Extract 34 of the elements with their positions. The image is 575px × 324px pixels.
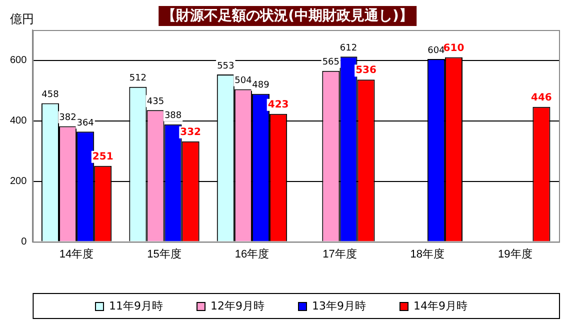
data-label: 388 (164, 111, 182, 122)
y-tick-label: 0 (21, 236, 28, 248)
data-label: 612 (340, 43, 358, 54)
legend-label: 13年9月時 (312, 299, 366, 312)
x-tick-label: 16年度 (234, 247, 270, 260)
x-tick-label: 14年度 (59, 247, 94, 260)
x-tick-label: 19年度 (498, 247, 532, 260)
data-label: 364 (76, 118, 94, 129)
data-label: 251 (92, 151, 114, 162)
y-tick-label: 200 (10, 176, 28, 188)
data-label: 504 (234, 76, 252, 86)
x-tick-label: 18年度 (410, 247, 445, 260)
y-axis-title: 億円 (10, 12, 34, 26)
data-label: 610 (443, 42, 464, 54)
data-label: 435 (146, 97, 164, 108)
data-label: 332 (180, 126, 202, 138)
data-label: 458 (42, 90, 60, 100)
legend-label: 14年9月時 (413, 299, 468, 312)
y-tick-label: 400 (10, 116, 28, 127)
data-label: 446 (531, 92, 552, 104)
data-label: 536 (356, 65, 376, 76)
y-tick-label: 600 (10, 55, 28, 66)
legend-label: 12年9月時 (210, 299, 265, 312)
data-label: 382 (59, 113, 76, 124)
data-label: 423 (268, 99, 289, 110)
x-tick-label: 15年度 (147, 247, 182, 260)
data-label: 604 (428, 46, 446, 56)
chart-title: 【財源不足額の状況(中期財政見通し)】 (158, 6, 417, 26)
data-label: 512 (129, 74, 147, 84)
data-label: 489 (252, 80, 270, 91)
data-label: 565 (322, 58, 340, 68)
x-tick-label: 17年度 (322, 247, 357, 260)
data-label: 553 (217, 61, 234, 72)
legend-label: 11年9月時 (109, 299, 164, 312)
